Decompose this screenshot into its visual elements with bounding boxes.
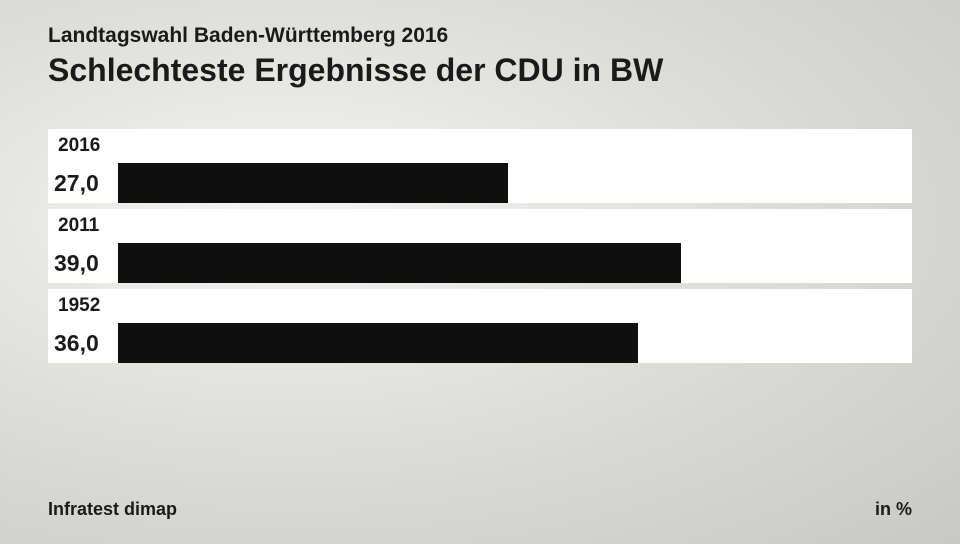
chart-header: Landtagswahl Baden-Württemberg 2016 Schl…	[0, 0, 960, 89]
bar-value-strip: 39,0	[48, 243, 912, 283]
bar-label: 1952	[48, 289, 912, 323]
bar-fill	[118, 163, 508, 203]
bar-fill	[118, 243, 681, 283]
bar-row: 2016 27,0	[48, 129, 912, 203]
bar-value-strip: 27,0	[48, 163, 912, 203]
bar-fill	[118, 323, 638, 363]
bar-value: 27,0	[48, 163, 118, 203]
bar-label: 2011	[48, 209, 912, 243]
bar-label: 2016	[48, 129, 912, 163]
chart-title: Schlechteste Ergebnisse der CDU in BW	[48, 52, 912, 89]
bar-value: 36,0	[48, 323, 118, 363]
bar-value-strip: 36,0	[48, 323, 912, 363]
source-label: Infratest dimap	[48, 499, 177, 520]
chart-footer: Infratest dimap in %	[48, 499, 912, 520]
bar-row: 2011 39,0	[48, 209, 912, 283]
bar-row: 1952 36,0	[48, 289, 912, 363]
unit-label: in %	[875, 499, 912, 520]
bar-value: 39,0	[48, 243, 118, 283]
chart-area: 2016 27,0 2011 39,0 1952 36,0	[0, 89, 960, 363]
chart-subtitle: Landtagswahl Baden-Württemberg 2016	[48, 24, 912, 48]
